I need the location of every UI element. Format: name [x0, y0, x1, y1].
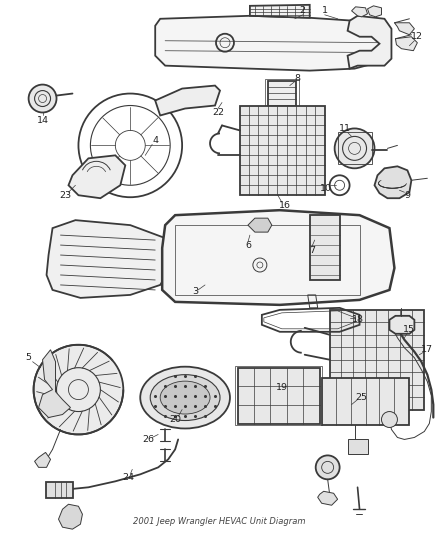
Circle shape — [28, 85, 57, 112]
Circle shape — [335, 128, 374, 168]
Text: 17: 17 — [421, 345, 433, 354]
Text: 16: 16 — [279, 201, 291, 209]
Text: 1: 1 — [321, 6, 328, 15]
Polygon shape — [35, 453, 50, 467]
Text: 5: 5 — [25, 353, 32, 362]
Polygon shape — [248, 218, 272, 232]
Polygon shape — [39, 350, 71, 417]
Polygon shape — [367, 6, 381, 17]
Text: 20: 20 — [169, 415, 181, 424]
Polygon shape — [162, 210, 395, 305]
Polygon shape — [155, 16, 389, 71]
Polygon shape — [68, 155, 125, 198]
Polygon shape — [250, 5, 310, 18]
Ellipse shape — [140, 367, 230, 429]
Text: 7: 7 — [309, 246, 315, 255]
Text: 15: 15 — [403, 325, 415, 334]
Polygon shape — [268, 80, 296, 110]
Text: 12: 12 — [411, 32, 424, 41]
Text: 6: 6 — [245, 240, 251, 249]
Polygon shape — [374, 166, 411, 198]
Polygon shape — [395, 23, 414, 35]
Circle shape — [316, 455, 339, 479]
Polygon shape — [310, 215, 339, 280]
Text: 2: 2 — [300, 6, 306, 15]
Text: 14: 14 — [36, 116, 49, 125]
Text: 4: 4 — [152, 136, 158, 145]
Polygon shape — [155, 86, 220, 116]
Text: 26: 26 — [142, 435, 154, 444]
Polygon shape — [348, 16, 392, 69]
Ellipse shape — [160, 381, 210, 414]
Bar — [240, 106, 325, 195]
Polygon shape — [59, 504, 82, 529]
Ellipse shape — [150, 375, 220, 421]
Text: 10: 10 — [320, 184, 332, 193]
Text: 25: 25 — [356, 393, 367, 402]
Text: 23: 23 — [60, 191, 71, 200]
Bar — [321, 378, 410, 425]
Text: 19: 19 — [276, 383, 288, 392]
Bar — [46, 482, 74, 498]
Bar — [238, 368, 320, 424]
Text: 11: 11 — [339, 124, 350, 133]
Text: 8: 8 — [295, 74, 301, 83]
Text: 24: 24 — [122, 473, 134, 482]
Polygon shape — [352, 7, 367, 17]
Text: 18: 18 — [352, 316, 364, 324]
Polygon shape — [318, 491, 338, 505]
Circle shape — [34, 345, 124, 434]
Text: 9: 9 — [404, 191, 410, 200]
Bar — [330, 310, 424, 409]
Polygon shape — [389, 316, 414, 334]
Polygon shape — [396, 37, 417, 51]
Circle shape — [381, 411, 397, 427]
Polygon shape — [348, 439, 367, 455]
Bar — [338, 132, 371, 164]
Text: 2001 Jeep Wrangler HEVAC Unit Diagram: 2001 Jeep Wrangler HEVAC Unit Diagram — [133, 516, 305, 526]
Text: 22: 22 — [212, 108, 224, 117]
Text: 3: 3 — [192, 287, 198, 296]
Polygon shape — [46, 220, 168, 298]
